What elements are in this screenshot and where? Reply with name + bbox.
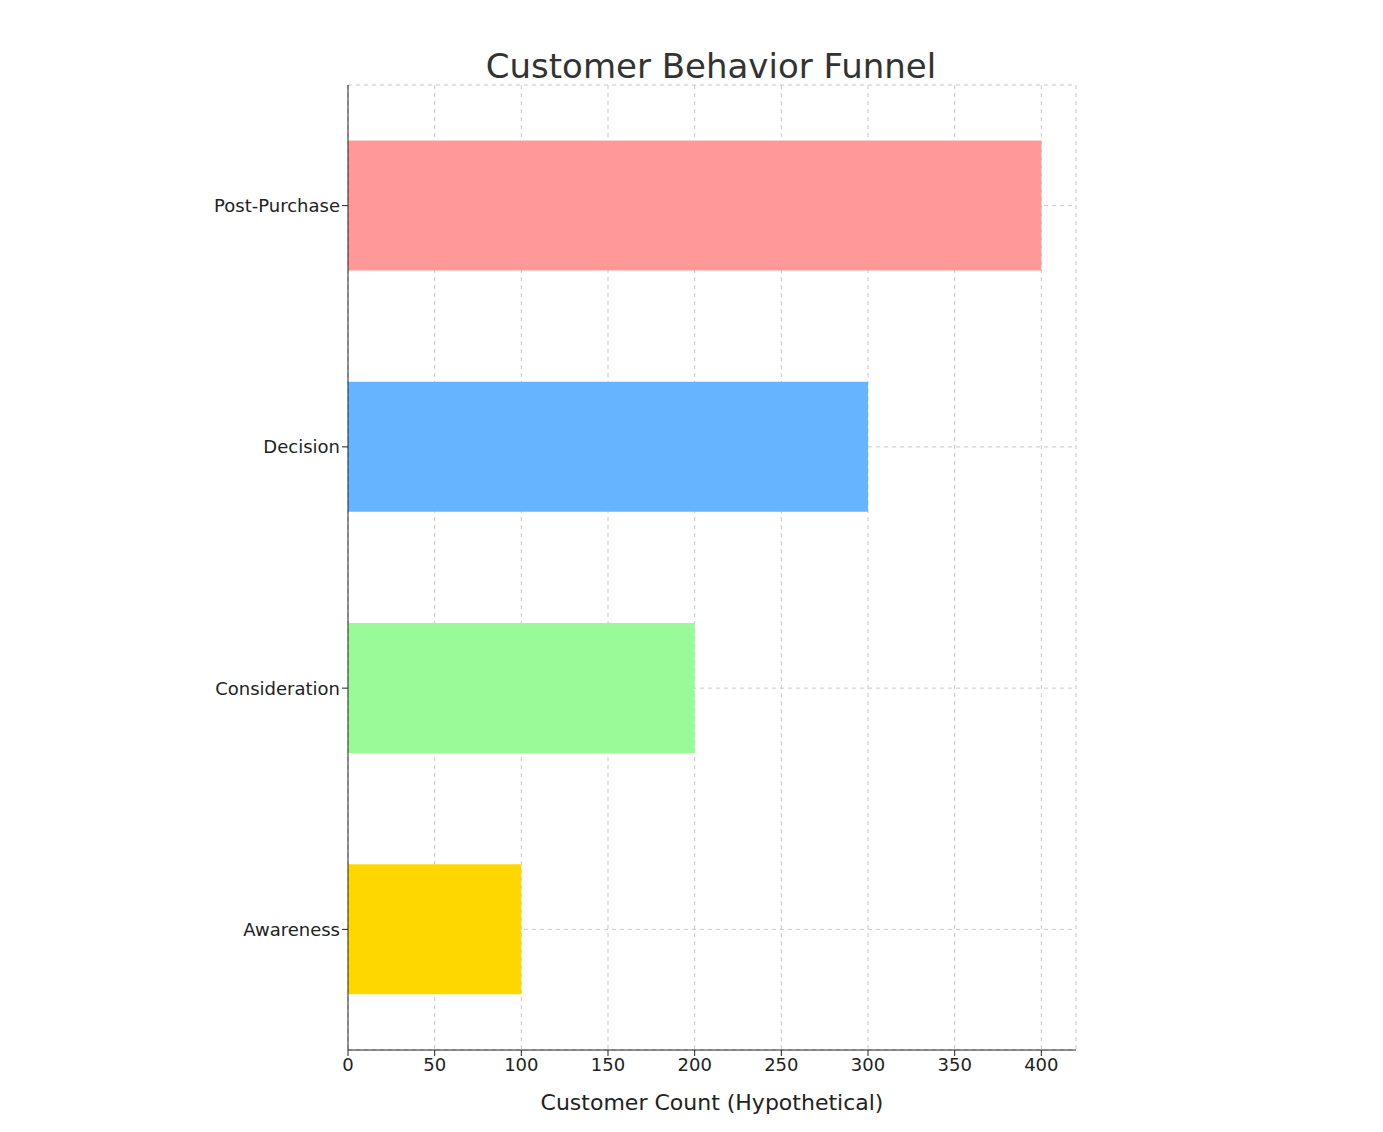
svg-text:200: 200 [677, 1054, 711, 1075]
svg-text:50: 50 [423, 1054, 446, 1075]
svg-text:400: 400 [1024, 1054, 1058, 1075]
svg-text:250: 250 [764, 1054, 798, 1075]
svg-text:150: 150 [591, 1054, 625, 1075]
svg-text:100: 100 [504, 1054, 538, 1075]
svg-text:Customer Count (Hypothetical): Customer Count (Hypothetical) [541, 1090, 884, 1115]
html-text:Customer Behavior Funnel: Customer Behavior Funnel [485, 46, 937, 86]
svg-text:Consideration: Consideration [215, 678, 340, 699]
svg-text:Awareness: Awareness [243, 919, 340, 940]
svg-text:Post-Purchase: Post-Purchase [214, 195, 340, 216]
svg-text:300: 300 [851, 1054, 885, 1075]
svg-text:0: 0 [342, 1054, 353, 1075]
svg-text:Decision: Decision [263, 436, 340, 457]
svg-text:350: 350 [937, 1054, 971, 1075]
